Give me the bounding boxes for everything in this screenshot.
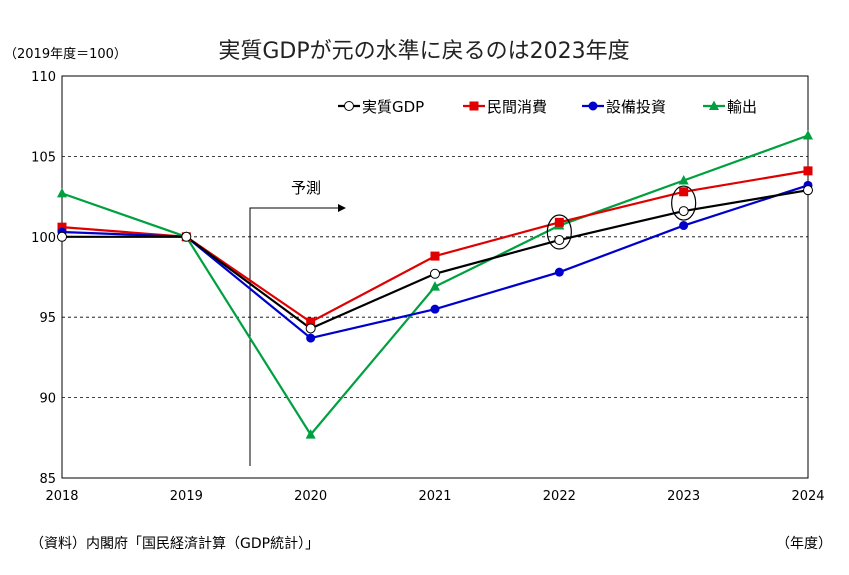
data-point	[554, 267, 564, 277]
data-point	[679, 221, 689, 231]
data-point	[803, 129, 813, 140]
legend-label: 民間消費	[487, 98, 547, 116]
y-tick-label: 90	[39, 392, 56, 407]
data-point	[678, 175, 689, 185]
legend-label: 実質GDP	[362, 98, 424, 116]
data-point	[306, 333, 316, 343]
legend-marker	[344, 101, 354, 111]
data-point	[305, 429, 316, 439]
data-point	[57, 231, 67, 242]
series-group	[57, 129, 813, 439]
highlight-group	[546, 185, 697, 250]
data-point	[181, 231, 192, 242]
x-tick-label: 2023	[667, 489, 700, 504]
data-point	[554, 235, 565, 246]
forecast-label: 予測	[291, 179, 321, 197]
highlight-ellipse	[671, 185, 697, 221]
forecast-arrowhead	[338, 204, 346, 212]
data-point	[554, 217, 564, 227]
grid	[62, 155, 808, 399]
data-point	[430, 281, 440, 291]
y-tick-label: 100	[31, 231, 56, 246]
data-point	[678, 206, 689, 217]
y-axis: 85 90 95 100 105 110	[31, 70, 56, 487]
legend-marker	[709, 100, 719, 110]
data-point	[803, 185, 813, 196]
x-tick-label: 2022	[543, 489, 576, 504]
legend-marker	[588, 101, 598, 111]
data-point	[57, 222, 67, 232]
y-tick-label: 85	[39, 472, 56, 487]
data-point	[57, 187, 67, 198]
x-tick-label: 2021	[418, 489, 451, 504]
data-point	[430, 304, 440, 314]
x-tick-label: 2020	[294, 489, 327, 504]
x-tick-label: 2024	[791, 489, 824, 504]
chart-title: 実質GDPが元の水準に戻るのは2023年度	[218, 39, 629, 64]
series-line	[61, 169, 809, 324]
data-point	[306, 317, 316, 327]
legend-label: 設備投資	[606, 98, 666, 116]
forecast-arrow	[249, 207, 338, 466]
x-tick-label: 2018	[45, 489, 78, 504]
y-tick-label: 95	[39, 311, 56, 326]
x-unit: （年度）	[776, 536, 832, 552]
data-point	[803, 166, 813, 176]
data-point	[430, 251, 440, 261]
legend-marker	[469, 101, 479, 111]
legend-label: 輸出	[727, 98, 757, 116]
plot-area	[61, 75, 809, 479]
x-axis: 2018 2019 2020 2021 2022 2023 2024	[45, 489, 824, 504]
legend: 実質GDP 民間消費 設備投資 輸出	[338, 98, 757, 116]
y-tick-label: 105	[31, 150, 56, 165]
source-note: （資料）内閣府「国民経済計算（GDP統計）」	[30, 536, 319, 552]
highlight-ellipse	[546, 214, 572, 250]
data-point	[305, 323, 316, 334]
y-tick-label: 110	[31, 70, 56, 85]
unit-note: （2019年度＝100）	[4, 46, 127, 62]
x-tick-label: 2019	[170, 489, 203, 504]
data-point	[679, 187, 689, 197]
data-point	[430, 268, 440, 279]
